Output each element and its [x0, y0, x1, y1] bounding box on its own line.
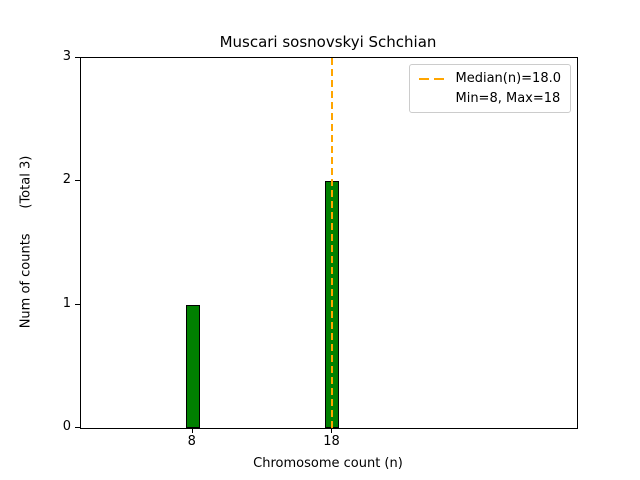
y-tick-label: 3: [62, 49, 71, 64]
y-tick-mark: [75, 303, 80, 305]
y-tick-label: 0: [62, 419, 71, 434]
y-tick-mark: [75, 427, 80, 428]
x-axis-label: Chromosome count (n): [253, 456, 403, 471]
y-tick-mark: [75, 180, 80, 182]
plot-area: Median(n)=18.0 Min=8, Max=18: [80, 57, 578, 429]
legend-row-minmax: Min=8, Max=18: [419, 91, 561, 106]
chart-title: Muscari sosnovskyi Schchian: [219, 33, 437, 51]
x-tick-label: 18: [323, 434, 340, 449]
bar-n8: [185, 304, 200, 428]
legend-row-median: Median(n)=18.0: [419, 71, 561, 86]
legend-sample-empty: [419, 98, 447, 100]
dashed-line-legend-icon: [419, 77, 448, 80]
plot-inner: [81, 58, 577, 428]
legend-label-minmax: Min=8, Max=18: [455, 91, 561, 106]
y-tick-mark: [75, 57, 80, 58]
y-tick-label: 2: [62, 172, 71, 188]
median-line: [331, 58, 334, 428]
y-tick-label: 1: [62, 295, 71, 311]
legend: Median(n)=18.0 Min=8, Max=18: [409, 64, 571, 113]
x-tick-mark: [191, 428, 193, 433]
legend-label-median: Median(n)=18.0: [455, 71, 561, 86]
x-tick-label: 8: [187, 434, 196, 449]
y-axis-label: Num of counts (Total 3): [18, 155, 34, 329]
x-tick-mark: [331, 428, 333, 433]
